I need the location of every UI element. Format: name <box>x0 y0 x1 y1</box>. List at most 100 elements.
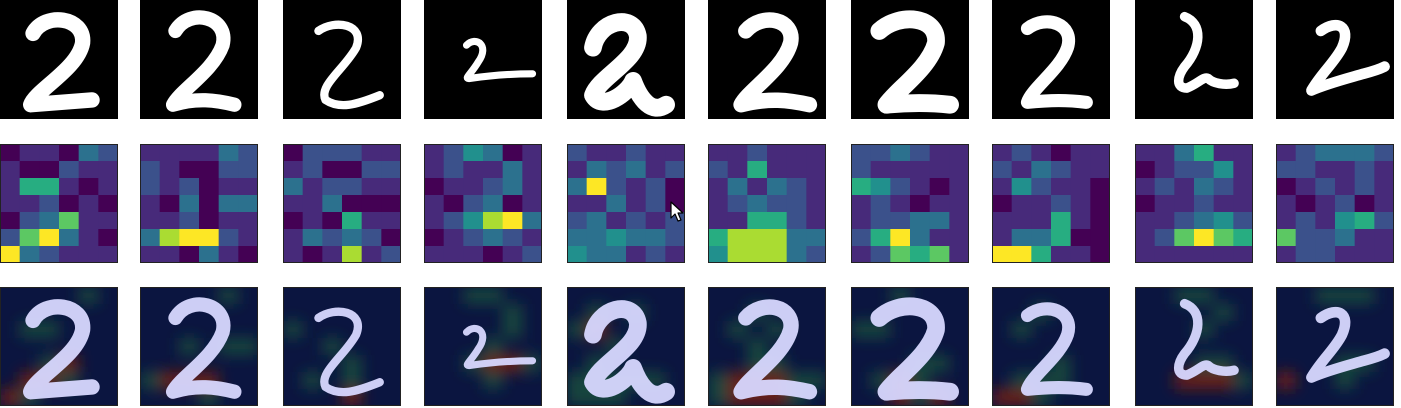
heatmap-cell <box>98 161 118 179</box>
heatmap-cell <box>1295 144 1316 162</box>
heatmap-cell <box>1011 144 1032 162</box>
heatmap-cell <box>59 212 80 230</box>
heatmap-cell <box>78 144 99 162</box>
heatmap-cell <box>1233 178 1253 196</box>
heatmap-cell <box>645 144 666 162</box>
heatmap-cell <box>929 212 950 230</box>
heatmap-cell <box>1194 246 1215 263</box>
heatmap-cell <box>483 212 504 230</box>
heatmap-cell <box>342 195 363 213</box>
digit-tile <box>140 0 258 119</box>
heatmap-cell <box>463 161 484 179</box>
heatmap-cell <box>1374 195 1394 213</box>
heatmap-cell <box>786 229 807 247</box>
heatmap-cell <box>567 246 588 263</box>
digit-2-stroke <box>165 10 242 112</box>
heatmap-cell <box>626 161 647 179</box>
heatmap-cell <box>1154 178 1175 196</box>
heatmap-cell <box>586 178 607 196</box>
heatmap-cell <box>586 229 607 247</box>
heatmap-cell <box>59 144 80 162</box>
heatmap-cell <box>992 246 1013 263</box>
heatmap-cell <box>424 178 445 196</box>
heatmap-cell <box>665 178 685 196</box>
heatmap-cell <box>747 144 768 162</box>
heatmap-cell <box>78 229 99 247</box>
heatmap-cell <box>218 144 239 162</box>
heatmap-cell <box>949 246 969 263</box>
heatmap-cell <box>626 178 647 196</box>
overlay-row <box>0 287 1401 407</box>
heatmap-cell <box>1276 195 1297 213</box>
heatmap-cell <box>463 229 484 247</box>
heatmap-cell <box>199 178 220 196</box>
heatmap-cell <box>1135 229 1156 247</box>
heatmap-cell <box>910 229 931 247</box>
heatmap-cell <box>1354 195 1375 213</box>
heatmap-cell <box>361 212 382 230</box>
heatmap-cell <box>1090 144 1110 162</box>
heatmap-cell <box>665 246 685 263</box>
heatmap-cell <box>586 195 607 213</box>
heatmap-cell <box>992 178 1013 196</box>
heatmap-cell <box>1070 195 1091 213</box>
heatmap-cell <box>59 229 80 247</box>
heatmap-cell <box>1031 212 1052 230</box>
heatmap-cell <box>1031 161 1052 179</box>
heatmap-cell <box>1213 246 1234 263</box>
heatmap-cell <box>1154 195 1175 213</box>
heatmap-cell <box>870 178 891 196</box>
heatmap-cell <box>929 161 950 179</box>
heatmap-cell <box>1174 161 1195 179</box>
heatmap-cell <box>502 212 523 230</box>
heatmap-cell <box>1070 161 1091 179</box>
heatmap-cell <box>1374 229 1394 247</box>
heatmap-cell <box>806 195 826 213</box>
heatmap-cell <box>767 195 788 213</box>
heatmap-cell <box>39 144 60 162</box>
heatmap-cell <box>606 178 627 196</box>
heatmap-cell <box>322 229 343 247</box>
heatmap-cell <box>1031 195 1052 213</box>
heatmap-cell <box>1154 144 1175 162</box>
heatmap-cell <box>890 212 911 230</box>
heatmap-cell <box>708 212 729 230</box>
digit-tile <box>992 0 1110 119</box>
heatmap-cell <box>98 144 118 162</box>
heatmap-cell <box>1213 144 1234 162</box>
heatmap-cell <box>424 212 445 230</box>
heatmap-cell <box>483 229 504 247</box>
heatmap-cell <box>238 229 258 247</box>
heatmap-cell <box>1090 246 1110 263</box>
heatmap-cell <box>1335 144 1356 162</box>
heatmap-cell <box>0 195 21 213</box>
heatmap-cell <box>443 246 464 263</box>
heatmap-cell <box>502 144 523 162</box>
overlay-tile <box>851 287 969 406</box>
heatmap-cell <box>283 246 304 263</box>
heatmap-cell <box>39 229 60 247</box>
heatmap-cell <box>786 212 807 230</box>
heatmap-cell <box>159 195 180 213</box>
heatmap-cell <box>567 195 588 213</box>
heatmap-cell <box>381 246 401 263</box>
heatmap-cell <box>606 144 627 162</box>
heatmap-cell <box>463 212 484 230</box>
heatmap-cell <box>1315 246 1336 263</box>
heatmap-cell <box>567 212 588 230</box>
heatmap-cell <box>522 212 542 230</box>
heatmap-cell <box>1315 144 1336 162</box>
heatmap-cell <box>1031 229 1052 247</box>
overlay-tile <box>0 287 118 406</box>
heatmap-cell <box>159 178 180 196</box>
heatmap-cell <box>767 229 788 247</box>
digit-2-stroke <box>462 324 537 370</box>
heatmap-cell <box>361 229 382 247</box>
digit-tile <box>708 0 826 119</box>
digit-2-stroke <box>733 299 818 400</box>
overlay-tile <box>1276 287 1394 406</box>
heatmap-cell <box>910 161 931 179</box>
heatmap-cell <box>522 195 542 213</box>
heatmap-cell <box>1090 229 1110 247</box>
heatmap-cell <box>424 246 445 263</box>
